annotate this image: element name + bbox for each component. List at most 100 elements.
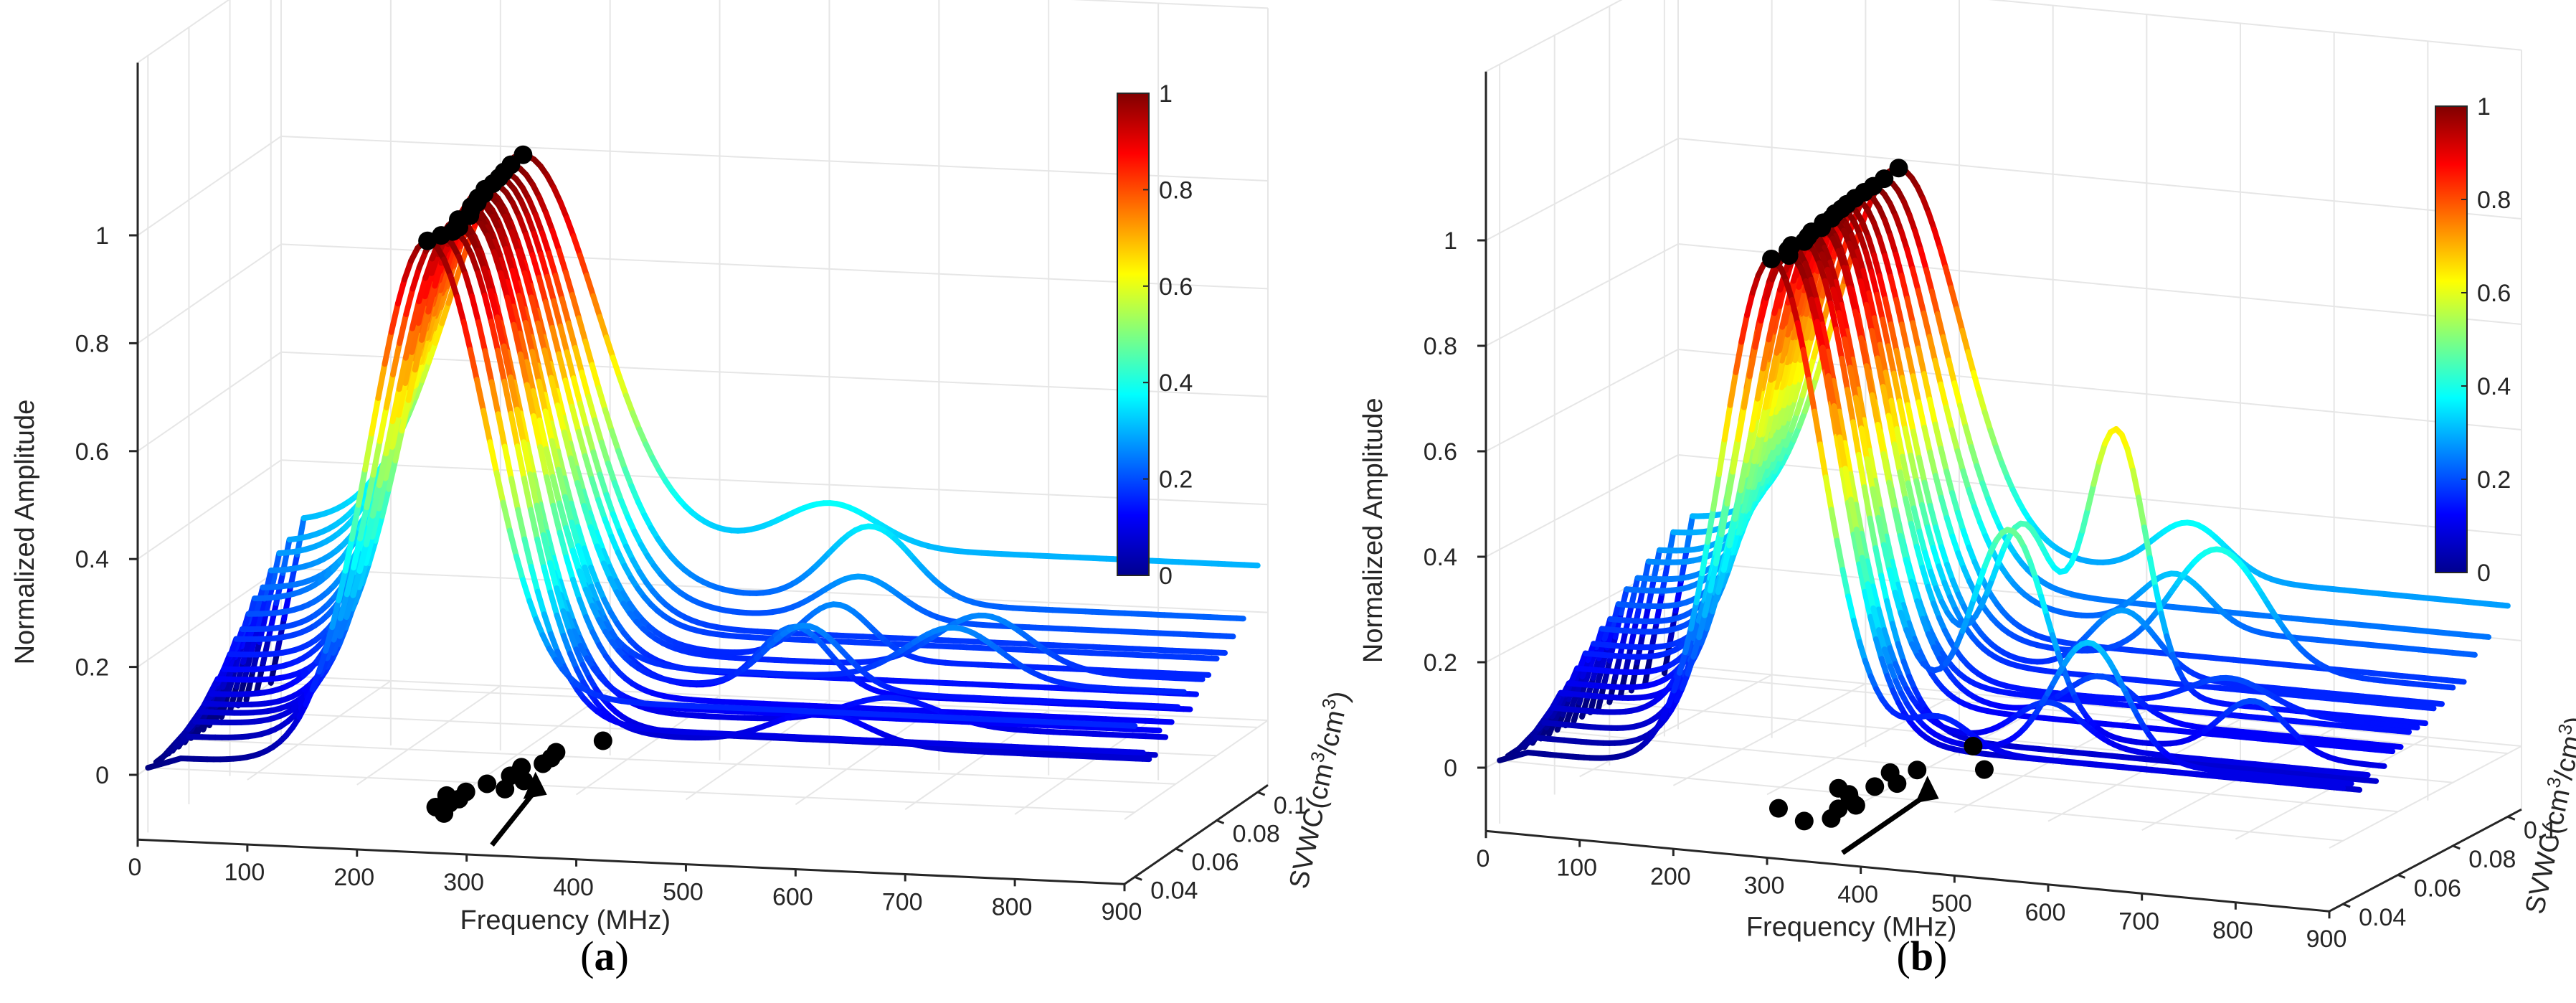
x-tick-label: 800 [2212,917,2253,944]
x-axis-label: Frequency (MHz) [1746,913,1957,943]
x-tick-label: 500 [1931,890,1972,917]
series-line [1554,225,2404,750]
z-tick-label: 0.6 [1424,438,1457,466]
axes [136,62,1269,885]
z-tick-label: 0 [1444,755,1457,782]
grid [1485,0,2522,849]
z-tick-label: 0.8 [1424,333,1457,360]
y-axis-label: SVWC(cm3/cm3) [1279,687,1355,891]
colorbar-tick-label: 1 [2477,93,2491,121]
x-axis-line [1485,829,2330,913]
trend-arrow [1841,792,1929,855]
x-tick-label: 500 [663,879,704,906]
x-tick-label: 300 [1744,872,1785,900]
x-axis-line [137,838,1125,885]
series-line [1505,253,2354,787]
x-tick-label: 700 [2118,908,2159,935]
colorbar-tick-label: 0.6 [2477,280,2511,307]
series-line [159,228,1152,763]
projected-peak-point [512,758,531,777]
z-axis-label: Normalized Amplitude [1358,397,1388,663]
x-tick-label: 700 [882,888,923,915]
peak-projections [426,731,612,847]
projected-peak-point [1768,799,1788,818]
z-tick-label: 1 [95,222,109,250]
x-tick-label: 600 [772,884,813,911]
z-tick-label: 0.6 [75,438,109,466]
y-tick-label: 0.06 [2414,875,2461,902]
y-tick-label: 0.04 [2359,904,2406,931]
projected-peak-point [593,731,612,750]
y-axis-label: SVWC(cm3/cm3) [2516,713,2576,917]
series-line [181,212,1175,745]
y-axis-line [2329,808,2522,913]
projected-peak-point [1974,760,1994,779]
x-tick-label: 200 [1650,863,1691,890]
panel-label: (b) [1897,933,1948,979]
colorbar-gradient [1117,93,1150,576]
x-axis-label: Frequency (MHz) [460,905,671,936]
projected-peak-point [1880,763,1900,782]
tick-labels: 0 100 200 300 400 500 600 700 800 9000.040.060.08… [1424,227,2557,953]
z-tick-label: 0.4 [75,546,109,573]
y-tick-label: 0.08 [2468,846,2516,873]
projected-peak-point [456,782,475,801]
projected-peak-point [1794,811,1814,831]
z-tick-label: 0.2 [75,654,109,682]
projected-peak-point [478,774,497,794]
colorbar-tick-label: 0.8 [2477,187,2511,214]
series-line [188,208,1181,741]
peak-marker [1889,159,1908,178]
peak-markers [1762,159,1908,268]
x-tick-label: 0 [1477,845,1490,872]
x-tick-label: 900 [1102,898,1142,926]
z-axis-label: Normalized Amplitude [10,400,40,665]
series-line [267,151,1261,686]
axes [1484,71,2522,913]
y-tick-label: 0.04 [1150,877,1198,904]
tick-labels: 0 100 200 300 400 500 600 700 800 9000.040.060.08… [75,222,1307,926]
x-tick-label: 0 [128,854,142,881]
z-tick-label: 0.8 [75,330,109,357]
peak-marker [1762,249,1781,268]
x-tick-label: 400 [553,874,594,901]
series-line [1595,201,2445,711]
x-tick-label: 600 [2025,899,2066,926]
y-axis-line [1124,784,1269,885]
peak-marker [418,231,437,250]
z-tick-label: 1 [1444,227,1457,255]
projected-peak-point [437,786,456,805]
y-tick-label: 0.06 [1191,849,1239,876]
projected-peak-point [546,743,566,762]
x-tick-label: 100 [1556,854,1597,882]
z-tick-label: 0.4 [1424,544,1457,571]
y-tick-label: 0.08 [1233,821,1280,848]
colorbar-gradient [2435,105,2468,573]
colorbar: 0 0.2 0.4 0.6 0.8 1 [1117,80,1193,590]
z-tick-label: 0.2 [1424,649,1457,677]
panel-label: (a) [580,933,629,979]
y-tick-label: 0.1 [2524,816,2557,844]
series-line [145,238,1138,771]
chart-panel-b: 0 100 200 300 400 500 600 700 800 9000.040.060.08… [1358,0,2576,979]
series-line [153,232,1146,766]
projected-peak-point [1829,778,1848,798]
colorbar-tick-label: 0.2 [1159,466,1193,494]
series-lines [145,151,1261,771]
peak-marker [1779,246,1799,265]
trend-arrow [490,788,538,847]
colorbar-tick-label: 0.2 [2477,466,2511,494]
projected-peak-point [1964,736,1983,755]
colorbar-tick-label: 0.6 [1159,273,1193,301]
colorbar-tick-label: 0 [1159,562,1173,590]
colorbar-tick-label: 0.4 [2477,373,2511,400]
trend-arrow-head [1915,776,1939,804]
colorbar: 0 0.2 0.4 0.6 0.8 1 [2435,93,2511,587]
x-tick-label: 800 [992,893,1033,920]
peak-markers [418,145,533,250]
x-tick-label: 300 [443,869,484,896]
colorbar-tick-label: 0.8 [1159,176,1193,204]
y-tick-label: 0.1 [1274,792,1307,819]
x-tick-label: 900 [2306,926,2347,953]
